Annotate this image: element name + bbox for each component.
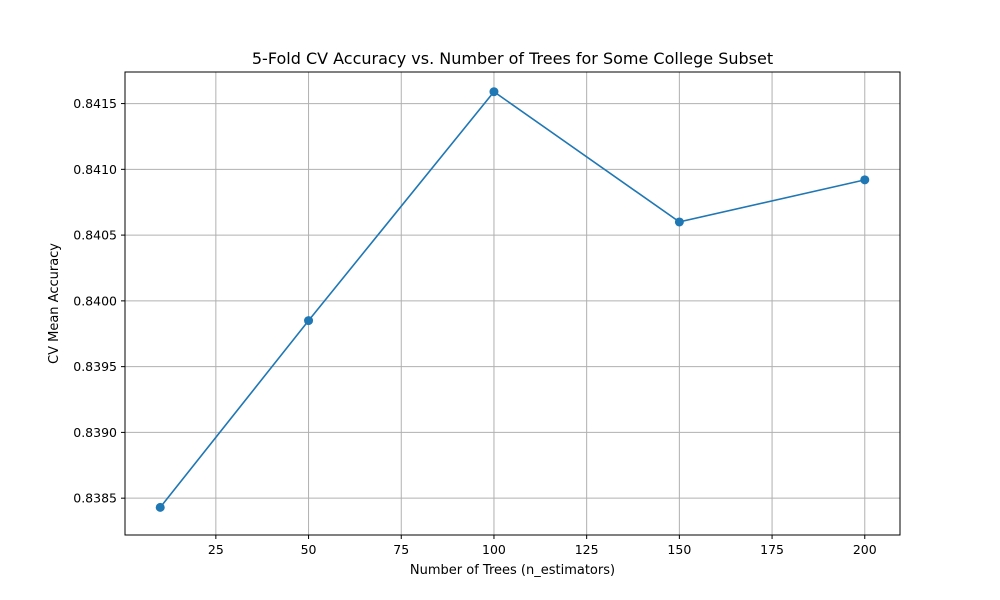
y-tick-label-0: 0.8385 bbox=[73, 491, 117, 506]
data-point-3 bbox=[674, 217, 684, 227]
x-tick-label-2: 75 bbox=[393, 542, 409, 557]
data-point-4 bbox=[860, 175, 870, 185]
data-point-1 bbox=[304, 316, 314, 326]
y-tick-label-3: 0.8400 bbox=[73, 293, 117, 308]
ticks-layer: 25 50 75 100 125 150 175 200 0.8385 0.8390 0.8395 0… bbox=[73, 96, 876, 557]
plot-frame bbox=[124, 71, 901, 536]
x-tick-label-1: 50 bbox=[301, 542, 317, 557]
y-tick-label-2: 0.8395 bbox=[73, 359, 117, 374]
series-line-0 bbox=[159, 90, 865, 508]
grid-layer bbox=[125, 72, 900, 535]
x-tick-label-4: 125 bbox=[575, 542, 599, 557]
x-tick-label-6: 175 bbox=[760, 542, 784, 557]
y-axis-label: CV Mean Accuracy bbox=[47, 243, 62, 364]
series-layer bbox=[155, 87, 870, 512]
x-tick-label-7: 200 bbox=[853, 542, 877, 557]
y-tick-label-5: 0.8410 bbox=[73, 162, 117, 177]
x-tick-label-5: 150 bbox=[667, 542, 691, 557]
x-tick-label-3: 100 bbox=[482, 542, 506, 557]
data-point-2 bbox=[489, 87, 499, 97]
y-tick-label-4: 0.8405 bbox=[73, 228, 117, 243]
y-tick-label-1: 0.8390 bbox=[73, 425, 117, 440]
data-point-0 bbox=[155, 502, 165, 512]
y-tick-label-6: 0.8415 bbox=[73, 96, 117, 111]
x-axis-label: Number of Trees (n_estimators) bbox=[410, 563, 615, 578]
chart-title: 5-Fold CV Accuracy vs. Number of Trees f… bbox=[252, 49, 773, 68]
x-tick-label-0: 25 bbox=[208, 542, 224, 557]
